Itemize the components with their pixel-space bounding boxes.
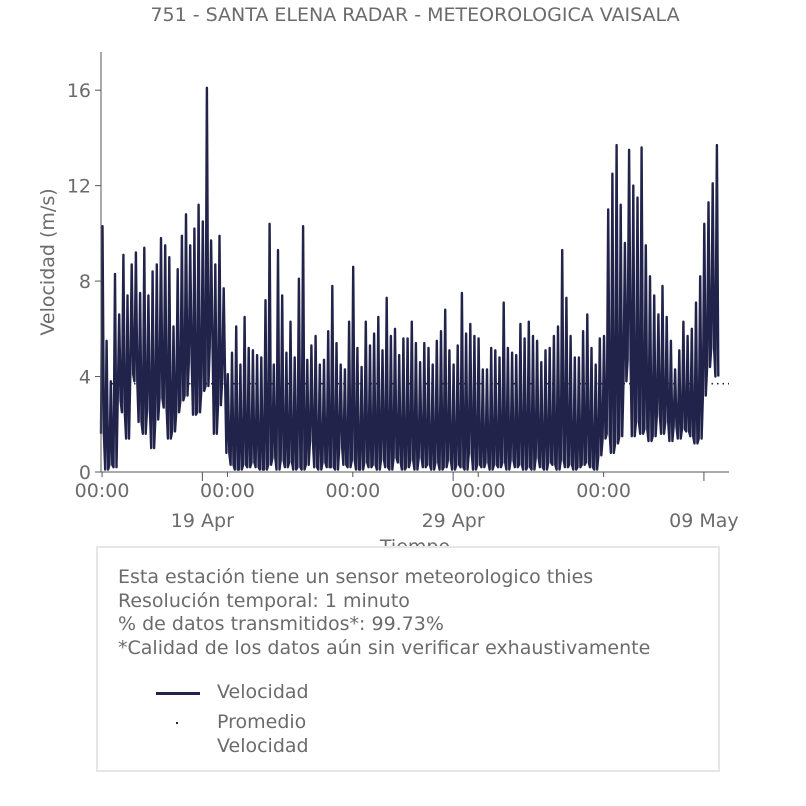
y-tick-label: 0 — [79, 462, 91, 484]
info-box: Esta estación tiene un sensor meteorolog… — [96, 546, 720, 772]
y-tick-label: 4 — [79, 367, 91, 389]
y-tick-label: 16 — [67, 80, 91, 102]
y-tick-label: 8 — [79, 271, 91, 293]
info-line-quality-note: *Calidad de los datos aún sin verificar … — [118, 636, 651, 659]
x-minor-tick-label: 00:00 — [200, 480, 255, 502]
series-layer — [99, 86, 720, 471]
y-ticks: 0 4 8 12 16 — [67, 80, 101, 484]
x-ticks: 00:00 00:00 00:00 00:00 00:00 19 Apr 29 Apr 09 … — [75, 472, 739, 532]
x-major-tick-label: 19 Apr — [171, 510, 234, 532]
station-info: Esta estación tiene un sensor meteorolog… — [118, 566, 650, 660]
legend-dot-marker — [176, 722, 178, 724]
info-line-resolution: Resolución temporal: 1 minuto — [118, 589, 410, 612]
x-major-tick-label: 29 Apr — [422, 510, 485, 532]
legend-label: Velocidad — [217, 681, 309, 703]
series-velocidad-line — [99, 86, 720, 471]
info-line-transmitted: % de datos transmitidos*: 99.73% — [118, 613, 444, 635]
y-axis-title: Velocidad (m/s) — [37, 188, 59, 335]
chart-title: 751 - SANTA ELENA RADAR - METEOROLOGICA … — [150, 4, 679, 26]
legend-label: Promedio Velocidad — [217, 711, 309, 757]
legend-line-marker — [156, 692, 200, 695]
x-minor-tick-label: 00:00 — [576, 480, 631, 502]
x-major-tick-label: 09 May — [669, 510, 739, 532]
y-tick-label: 12 — [67, 176, 91, 198]
x-minor-tick-label: 00:00 — [451, 480, 506, 502]
x-minor-tick-label: 00:00 — [325, 480, 380, 502]
x-minor-tick-label: 00:00 — [75, 480, 130, 502]
info-line-sensor: Esta estación tiene un sensor meteorolog… — [118, 566, 594, 588]
